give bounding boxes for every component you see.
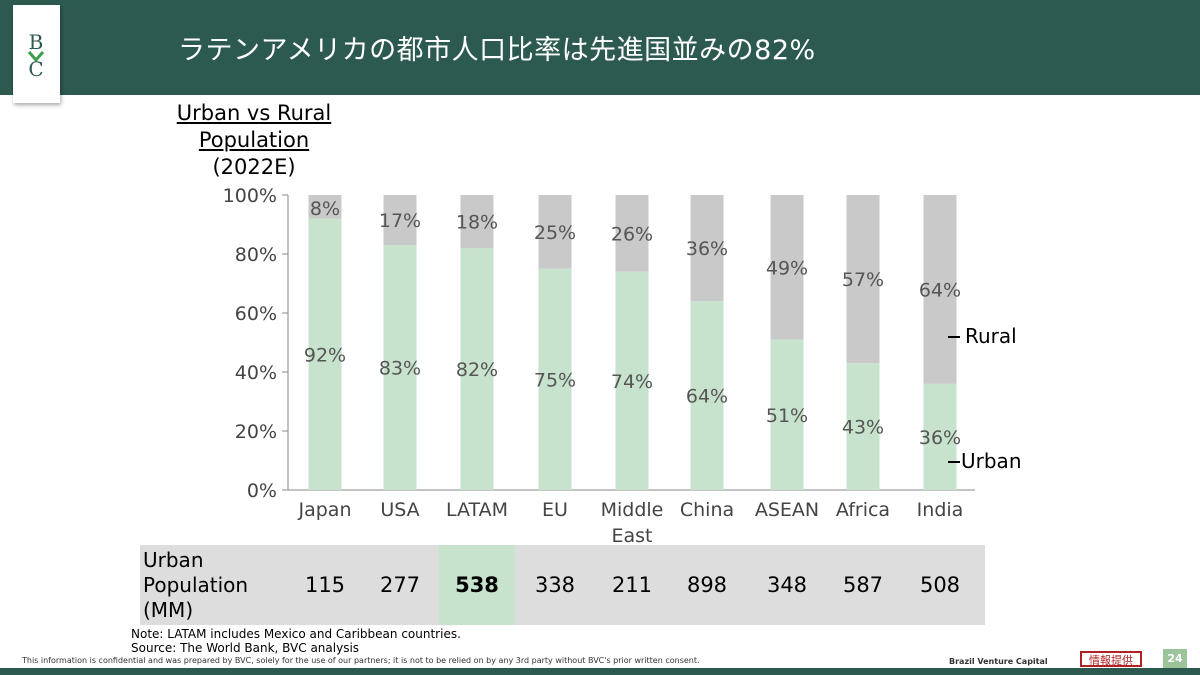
data-label-urban: 36% — [919, 427, 961, 449]
data-label-rural: 49% — [766, 257, 808, 279]
data-label-urban: 82% — [456, 359, 498, 381]
stacked-bar-chart: 0% 20% 40% 60% 80% 100% 92% 8% Japan 83% 17% USA 82%… — [223, 185, 1022, 545]
table-cell: 277 — [379, 573, 421, 597]
bar-urban — [770, 339, 804, 490]
bar-rural — [923, 195, 957, 384]
table-cell: 587 — [842, 573, 884, 597]
page-title: ラテンアメリカの都市人口比率は先進国並みの82% — [178, 35, 816, 66]
y-tick-label: 40% — [235, 362, 277, 384]
confidential-notice: This information is confidential and was… — [22, 656, 700, 665]
bar-rural — [460, 195, 494, 249]
chart-title: Urban vs Rural Population (2022E) — [160, 100, 348, 181]
bar-urban — [308, 218, 342, 490]
bar-urban — [383, 245, 417, 490]
data-label-rural: 17% — [379, 210, 421, 232]
logo-check-icon — [27, 51, 45, 63]
logo-b: B — [29, 30, 44, 54]
x-tick-label: East — [612, 525, 653, 545]
data-label-rural: 18% — [456, 212, 498, 234]
bar-rural — [690, 195, 724, 302]
bar-rural — [615, 195, 649, 272]
x-tick-label: India — [917, 499, 964, 521]
chart-title-line1: Urban vs Rural — [176, 101, 332, 125]
table-cell: 538 — [439, 545, 515, 625]
legend-rural-label: Rural — [965, 324, 1017, 348]
y-tick-label: 0% — [247, 480, 277, 502]
table-label-line: (MM) — [143, 598, 194, 622]
source-line: Source: The World Bank, BVC analysis — [131, 641, 360, 655]
data-label-rural: 26% — [611, 223, 653, 245]
y-tick-label: 100% — [223, 185, 277, 207]
bar-rural — [383, 195, 417, 246]
x-tick-label: EU — [542, 499, 568, 521]
x-tick-label: Middle — [601, 499, 664, 521]
bar-urban — [690, 301, 724, 490]
notes: Note: LATAM includes Mexico and Caribbea… — [131, 627, 461, 655]
table-cell: 338 — [534, 573, 576, 597]
chart-title-line3: (2022E) — [212, 155, 296, 179]
y-tick-label: 20% — [235, 421, 277, 443]
x-tick-label: Africa — [836, 499, 890, 521]
x-tick-label: USA — [380, 499, 419, 521]
bar-urban — [923, 383, 957, 490]
table-cell: 348 — [766, 573, 808, 597]
data-label-rural: 25% — [534, 222, 576, 244]
bar-urban — [846, 363, 880, 490]
bvc-logo: B C — [13, 5, 60, 103]
table-cell: 508 — [919, 573, 961, 597]
x-tick-label: Japan — [298, 499, 352, 521]
table-cell: 211 — [611, 573, 653, 597]
x-tick-label: LATAM — [446, 499, 508, 521]
legend-urban-label: Urban — [961, 449, 1022, 473]
data-label-rural: 64% — [919, 279, 961, 301]
table-cell: 898 — [686, 573, 728, 597]
urban-population-table: Urban Population (MM) 115 277 538 338 211 898… — [140, 545, 985, 625]
bar-rural — [846, 195, 880, 364]
brand-name: Brazil Venture Capital — [949, 657, 1048, 666]
data-label-urban: 92% — [304, 344, 346, 366]
x-tick-label: China — [680, 499, 734, 521]
table-label-line: Population — [143, 573, 249, 597]
table-cell: 115 — [304, 573, 346, 597]
bar-urban — [615, 271, 649, 490]
data-label-urban: 74% — [611, 371, 653, 393]
table-row-label: Urban Population (MM) — [143, 548, 248, 623]
data-label-urban: 75% — [534, 369, 576, 391]
x-tick-label: ASEAN — [755, 499, 819, 521]
data-label-urban: 64% — [686, 386, 728, 408]
data-label-urban: 51% — [766, 405, 808, 427]
bar-rural — [538, 195, 572, 269]
data-label-rural: 57% — [842, 269, 884, 291]
y-tick-label: 60% — [235, 303, 277, 325]
bar-urban — [538, 268, 572, 490]
bar-urban — [460, 248, 494, 490]
data-label-urban: 43% — [842, 417, 884, 439]
chart-title-line2: Population — [198, 128, 310, 152]
bar-rural — [770, 195, 804, 340]
table-label-line: Urban — [143, 548, 204, 572]
header-bar — [0, 0, 1200, 95]
data-label-rural: 8% — [310, 198, 340, 220]
footer-bar — [0, 668, 1200, 675]
page-number: 24 — [1163, 649, 1187, 668]
data-label-rural: 36% — [686, 238, 728, 260]
logo-c: C — [28, 57, 43, 81]
data-label-urban: 83% — [379, 358, 421, 380]
bar-rural — [308, 195, 342, 219]
y-tick-label: 80% — [235, 244, 277, 266]
info-stamp: 情報提供 — [1080, 651, 1142, 667]
note-line: Note: LATAM includes Mexico and Caribbea… — [131, 627, 461, 641]
